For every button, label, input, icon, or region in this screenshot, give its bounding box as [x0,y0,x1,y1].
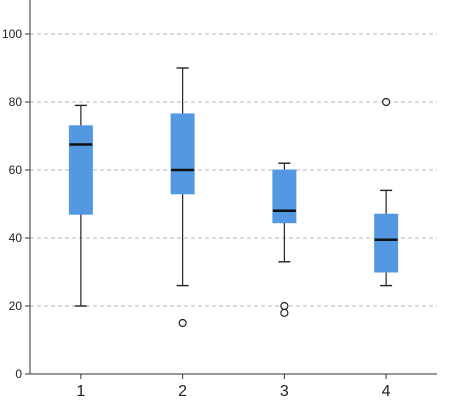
iqr-box [170,113,195,195]
outlier-point [280,308,289,317]
iqr-box [374,213,399,273]
box-2 [170,67,195,328]
tick-labels: 0 20 40 60 80 100 1 2 3 4 [2,27,391,400]
y-tick-label: 60 [9,163,23,177]
y-tick-label: 20 [9,299,23,313]
y-tick-label: 100 [2,27,22,41]
outlier-point [178,318,187,328]
box-1 [68,104,93,307]
x-tick-label: 4 [382,383,391,400]
outlier-point [280,301,289,311]
box-3 [272,162,297,317]
y-tick-label: 40 [9,231,23,245]
x-tick-label: 2 [178,383,187,400]
iqr-box [68,125,93,215]
grid-lines [30,33,437,307]
y-tick-label: 80 [9,95,23,109]
box-4 [374,97,399,287]
boxes [68,67,399,328]
axes [25,0,437,379]
iqr-box [272,169,297,224]
y-tick-label: 0 [15,367,22,381]
x-tick-label: 1 [76,383,85,400]
outlier-point [382,97,391,107]
x-tick-label: 3 [280,383,289,400]
